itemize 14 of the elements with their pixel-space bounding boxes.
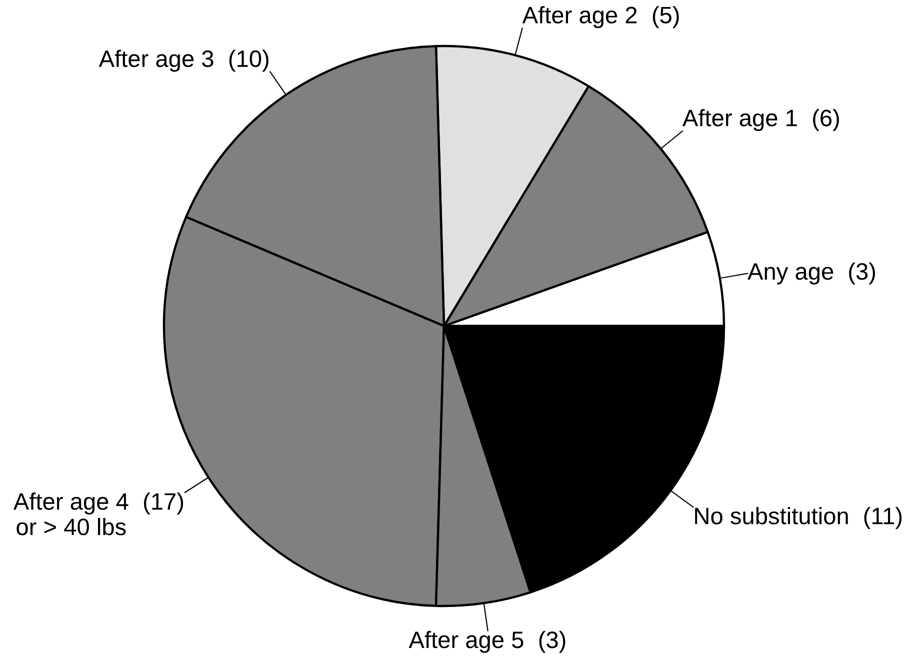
data-label: (3) (539, 630, 566, 653)
slice-label: Any age (748, 263, 834, 284)
slice-label: After age 5 (408, 630, 524, 653)
data-label: (11) (864, 507, 902, 530)
data-label: (6) (813, 109, 839, 132)
data-label: (10) (229, 50, 268, 72)
slice-label: After age 4 or > 40 lbs (13, 492, 128, 536)
slice-label: After age 1 (682, 109, 797, 132)
slice-label: No substitution (695, 507, 848, 524)
data-label: (5) (652, 6, 679, 28)
slice-label: After age 2 (522, 6, 637, 28)
slice-label: After age 3 (98, 50, 214, 72)
data-label: (17) (144, 492, 184, 515)
data-label: (3) (849, 262, 876, 284)
